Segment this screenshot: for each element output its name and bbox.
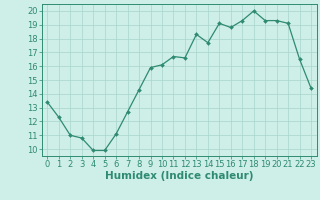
- X-axis label: Humidex (Indice chaleur): Humidex (Indice chaleur): [105, 171, 253, 181]
